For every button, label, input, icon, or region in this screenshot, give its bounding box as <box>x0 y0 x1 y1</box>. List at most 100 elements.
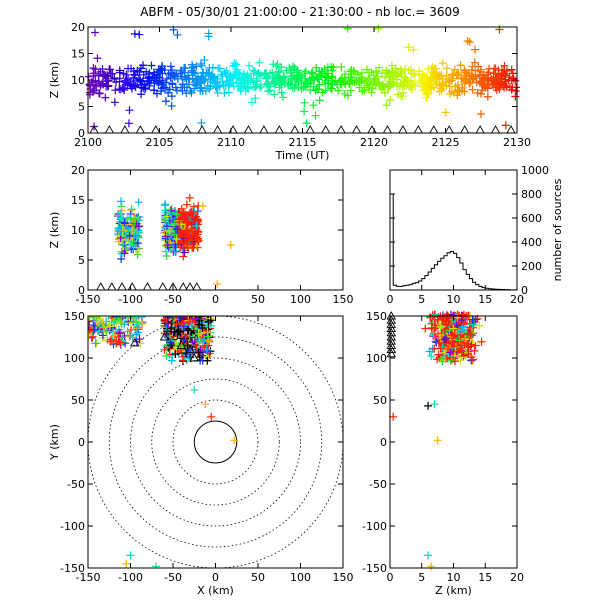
source-marker <box>131 214 140 223</box>
source-marker <box>179 252 188 261</box>
source-marker <box>125 331 134 340</box>
source-marker <box>399 88 408 97</box>
source-marker <box>422 93 431 102</box>
source-marker <box>460 87 469 96</box>
y-axis-label: Z (km) <box>48 62 61 99</box>
source-marker <box>446 348 455 357</box>
source-marker <box>220 68 229 77</box>
source-marker <box>84 72 93 81</box>
source-marker <box>497 65 506 74</box>
source-marker <box>170 316 179 320</box>
source-marker <box>433 436 442 445</box>
source-marker <box>182 200 191 209</box>
source-marker <box>105 65 114 74</box>
source-marker <box>451 82 460 91</box>
source-marker <box>152 562 160 568</box>
source-marker <box>119 240 128 249</box>
source-marker <box>186 86 195 95</box>
source-marker <box>162 327 171 336</box>
source-marker <box>190 385 199 394</box>
source-marker <box>206 316 215 325</box>
source-marker <box>133 239 142 248</box>
plot-frame <box>389 169 518 291</box>
source-marker <box>117 214 126 223</box>
y-axis-label: Z (km) <box>48 212 61 249</box>
source-marker <box>502 82 511 91</box>
source-marker <box>163 232 172 241</box>
source-marker <box>178 80 187 89</box>
source-marker <box>213 78 222 87</box>
source-marker <box>509 74 518 83</box>
source-marker <box>477 110 486 119</box>
x-tick-label: -50 <box>164 571 182 584</box>
source-marker <box>135 30 144 39</box>
source-marker <box>115 68 124 77</box>
source-marker <box>175 218 184 227</box>
source-marker <box>383 83 392 92</box>
source-marker <box>496 72 505 81</box>
source-marker <box>421 77 430 86</box>
station-marker <box>386 348 397 358</box>
source-marker <box>507 85 516 94</box>
source-marker <box>194 320 203 329</box>
y-tick-label: 1000 <box>521 164 549 177</box>
source-marker <box>166 228 175 237</box>
y-tick-label: 15 <box>71 48 85 61</box>
range-ring <box>193 420 238 464</box>
source-marker <box>426 313 435 322</box>
source-marker <box>293 66 302 75</box>
source-marker <box>450 65 459 74</box>
source-marker <box>178 356 187 365</box>
source-marker <box>177 204 186 213</box>
source-marker <box>269 60 278 69</box>
y-tick-label: 0 <box>78 436 85 449</box>
source-marker <box>240 78 249 87</box>
source-marker <box>302 119 311 128</box>
source-marker <box>247 98 256 107</box>
source-marker <box>277 88 286 97</box>
source-marker <box>457 316 466 325</box>
plot-frame <box>87 315 344 569</box>
source-marker <box>110 75 119 84</box>
y-tick-label: 0 <box>78 127 85 140</box>
source-marker <box>179 215 188 224</box>
source-marker <box>508 69 517 78</box>
source-marker <box>468 355 477 364</box>
source-marker <box>294 72 303 81</box>
time-altitude-panel: ABFM - 05/30/01 21:00:00 - 21:30:00 - nb… <box>48 5 531 162</box>
figure-title: ABFM - 05/30/01 21:00:00 - 21:30:00 - nb… <box>140 5 460 19</box>
source-marker <box>97 79 106 88</box>
source-marker <box>99 323 108 332</box>
y-tick-label: 100 <box>366 352 387 365</box>
source-marker <box>438 329 447 338</box>
station-marker <box>185 344 195 354</box>
y-tick-label: 150 <box>366 310 387 323</box>
source-marker <box>99 331 108 340</box>
source-marker <box>220 89 229 98</box>
source-marker <box>114 316 123 323</box>
station-marker <box>178 282 188 291</box>
source-marker <box>334 86 343 95</box>
station-marker <box>151 125 161 134</box>
source-marker <box>131 213 140 222</box>
source-marker <box>263 80 272 89</box>
source-marker <box>424 551 433 560</box>
source-marker <box>354 70 363 79</box>
source-marker <box>132 330 141 339</box>
source-marker <box>308 73 317 82</box>
source-marker <box>124 119 133 128</box>
source-marker <box>170 72 179 81</box>
source-marker <box>473 88 482 97</box>
station-marker <box>351 125 362 134</box>
source-marker <box>297 76 306 85</box>
source-marker <box>328 73 337 82</box>
source-marker <box>407 83 416 92</box>
source-marker <box>134 222 143 231</box>
source-marker <box>199 75 208 84</box>
source-marker <box>260 69 269 78</box>
x-tick-label: 100 <box>290 293 311 306</box>
source-marker <box>176 346 185 355</box>
source-marker <box>438 342 447 351</box>
y-axis-label: number of sources <box>551 178 564 281</box>
station-marker <box>336 125 346 134</box>
